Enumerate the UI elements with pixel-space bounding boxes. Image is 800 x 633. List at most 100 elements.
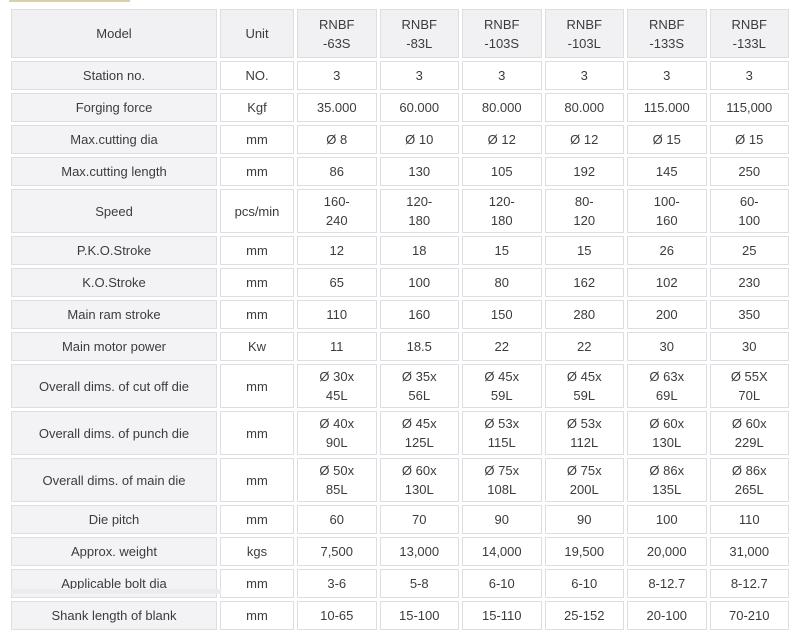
spec-value-cell: 100- 160 [627, 189, 707, 233]
spec-value-cell: 6-10 [544, 569, 624, 598]
spec-table-header: Model Unit RNBF -63S RNBF -83L RNBF -103S R… [11, 9, 789, 58]
spec-value-cell: 3 [544, 61, 624, 90]
spec-value-cell: Ø 12 [462, 125, 542, 154]
table-row: Overall dims. of main die mm Ø 50x 85L Ø 60… [11, 458, 789, 502]
spec-value-cell: 192 [544, 157, 624, 186]
header-row: Model Unit RNBF -63S RNBF -83L RNBF -103S R… [11, 9, 789, 58]
spec-value-cell: 162 [544, 268, 624, 297]
machine-spec-table: Model Unit RNBF -63S RNBF -83L RNBF -103S R… [8, 6, 792, 633]
spec-value-cell: 115,000 [709, 93, 789, 122]
spec-value-cell: 65 [297, 268, 377, 297]
unit-cell: mm [220, 601, 294, 630]
spec-value-cell: 110 [297, 300, 377, 329]
spec-value-cell: 20,000 [627, 537, 707, 566]
spec-value-cell: Ø 45x 125L [379, 411, 459, 455]
spec-value-cell: Ø 10 [379, 125, 459, 154]
header-cell-unit: Unit [220, 9, 294, 58]
spec-value-cell: 35.000 [297, 93, 377, 122]
spec-value-cell: 11 [297, 332, 377, 361]
spec-value-cell: 80.000 [462, 93, 542, 122]
spec-value-cell: 90 [544, 505, 624, 534]
spec-value-cell: Ø 15 [627, 125, 707, 154]
spec-value-cell: 230 [709, 268, 789, 297]
unit-cell: mm [220, 157, 294, 186]
spec-value-cell: 120- 180 [462, 189, 542, 233]
spec-value-cell: 350 [709, 300, 789, 329]
header-cell-model-5: RNBF -133L [709, 9, 789, 58]
unit-cell: mm [220, 268, 294, 297]
spec-value-cell: 105 [462, 157, 542, 186]
spec-value-cell: Ø 40x 90L [297, 411, 377, 455]
unit-cell: kgs [220, 537, 294, 566]
row-label-cell: Main motor power [11, 332, 217, 361]
spec-value-cell: 6-10 [462, 569, 542, 598]
table-row: Overall dims. of cut off die mm Ø 30x 45L Ø… [11, 364, 789, 408]
spec-value-cell: 12 [297, 236, 377, 265]
spec-value-cell: 160- 240 [297, 189, 377, 233]
spec-value-cell: 90 [462, 505, 542, 534]
row-label-cell: Max.cutting length [11, 157, 217, 186]
spec-value-cell: 70-210 [709, 601, 789, 630]
spec-value-cell: Ø 53x 115L [462, 411, 542, 455]
spec-value-cell: 30 [709, 332, 789, 361]
spec-value-cell: 25-152 [544, 601, 624, 630]
spec-value-cell: 15 [544, 236, 624, 265]
row-label-cell: Speed [11, 189, 217, 233]
spec-value-cell: 100 [627, 505, 707, 534]
spec-value-cell: 145 [627, 157, 707, 186]
unit-cell: mm [220, 364, 294, 408]
table-row: Approx. weight kgs 7,500 13,000 14,000 19,500… [11, 537, 789, 566]
table-row: Applicable bolt dia mm 3-6 5-8 6-10 6-10 8-12.… [11, 569, 789, 598]
row-label-cell: Approx. weight [11, 537, 217, 566]
table-row: Die pitch mm 60 70 90 90 100 110 [11, 505, 789, 534]
spec-value-cell: 3-6 [297, 569, 377, 598]
spec-value-cell: 18 [379, 236, 459, 265]
spec-value-cell: Ø 75x 200L [544, 458, 624, 502]
spec-value-cell: Ø 35x 56L [379, 364, 459, 408]
spec-value-cell: 31,000 [709, 537, 789, 566]
cropped-top-highlight-line [9, 0, 130, 2]
unit-cell: NO. [220, 61, 294, 90]
spec-value-cell: 13,000 [379, 537, 459, 566]
unit-cell: mm [220, 125, 294, 154]
spec-value-cell: 80 [462, 268, 542, 297]
spec-value-cell: 14,000 [462, 537, 542, 566]
spec-value-cell: 115.000 [627, 93, 707, 122]
spec-value-cell: Ø 86x 265L [709, 458, 789, 502]
spec-value-cell: 10-65 [297, 601, 377, 630]
spec-value-cell: 150 [462, 300, 542, 329]
spec-value-cell: Ø 86x 135L [627, 458, 707, 502]
spec-value-cell: 102 [627, 268, 707, 297]
row-label-cell: Overall dims. of main die [11, 458, 217, 502]
spec-value-cell: 20-100 [627, 601, 707, 630]
spec-value-cell: 25 [709, 236, 789, 265]
spec-value-cell: 22 [544, 332, 624, 361]
spec-value-cell: 70 [379, 505, 459, 534]
unit-cell: Kw [220, 332, 294, 361]
header-cell-model-3: RNBF -103L [544, 9, 624, 58]
spec-value-cell: 8-12.7 [627, 569, 707, 598]
table-row: P.K.O.Stroke mm 12 18 15 15 26 25 [11, 236, 789, 265]
spec-value-cell: Ø 60x 130L [379, 458, 459, 502]
spec-value-cell: 26 [627, 236, 707, 265]
spec-value-cell: 3 [379, 61, 459, 90]
spec-value-cell: 3 [627, 61, 707, 90]
spec-value-cell: 60 [297, 505, 377, 534]
unit-cell: mm [220, 236, 294, 265]
table-row: Speed pcs/min 160- 240 120- 180 120- 180 80- … [11, 189, 789, 233]
row-label-cell: Overall dims. of cut off die [11, 364, 217, 408]
header-cell-model-0: RNBF -63S [297, 9, 377, 58]
spec-value-cell: 22 [462, 332, 542, 361]
spec-value-cell: Ø 60x 130L [627, 411, 707, 455]
spec-table-body: Station no. NO. 3 3 3 3 3 3 Forging force Kgf 35.0… [11, 61, 789, 630]
row-label-cell: Main ram stroke [11, 300, 217, 329]
unit-cell: Kgf [220, 93, 294, 122]
spec-value-cell: Ø 12 [544, 125, 624, 154]
table-row: Overall dims. of punch die mm Ø 40x 90L Ø 4… [11, 411, 789, 455]
table-row: Forging force Kgf 35.000 60.000 80.000 80.000… [11, 93, 789, 122]
spec-value-cell: 60- 100 [709, 189, 789, 233]
spec-value-cell: Ø 55X 70L [709, 364, 789, 408]
unit-cell: mm [220, 458, 294, 502]
spec-value-cell: 86 [297, 157, 377, 186]
